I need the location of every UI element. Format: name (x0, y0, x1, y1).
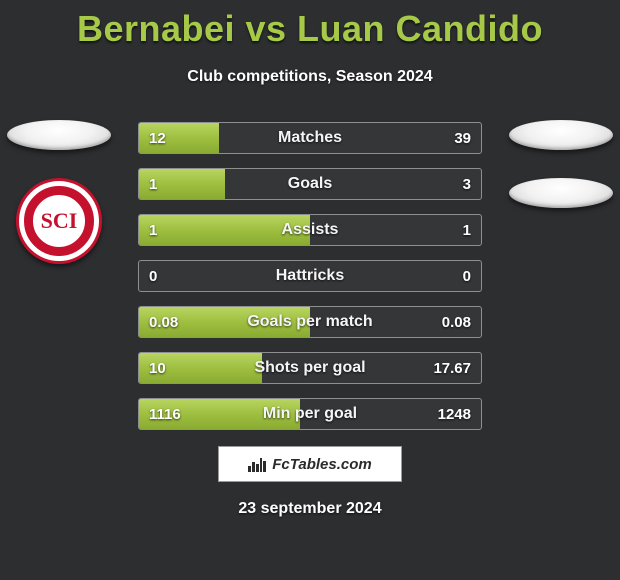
stat-row: 1116Min per goal1248 (138, 398, 482, 430)
club-badge-left: SCI (16, 178, 102, 264)
stat-row: 0.08Goals per match0.08 (138, 306, 482, 338)
stat-label: Shots per goal (139, 353, 481, 383)
player-oval-right-2 (509, 178, 613, 208)
stat-row: 1Assists1 (138, 214, 482, 246)
left-side-column: SCI (4, 120, 114, 264)
stat-label: Hattricks (139, 261, 481, 291)
bar-chart-icon (248, 456, 266, 472)
stat-label: Assists (139, 215, 481, 245)
stat-label: Matches (139, 123, 481, 153)
stat-right-value: 0 (463, 261, 471, 291)
stat-right-value: 0.08 (442, 307, 471, 337)
page-title: Bernabei vs Luan Candido (0, 0, 620, 50)
player-oval-right-1 (509, 120, 613, 150)
stat-right-value: 17.67 (433, 353, 471, 383)
stat-right-value: 39 (454, 123, 471, 153)
comparison-bars: 12Matches391Goals31Assists10Hattricks00.… (138, 122, 482, 430)
right-side-column (506, 120, 616, 208)
club-badge-text: SCI (24, 186, 94, 256)
player-oval-left (7, 120, 111, 150)
stat-right-value: 3 (463, 169, 471, 199)
stat-label: Goals (139, 169, 481, 199)
stat-label: Goals per match (139, 307, 481, 337)
page-subtitle: Club competitions, Season 2024 (0, 68, 620, 86)
date-text: 23 september 2024 (0, 500, 620, 518)
stat-row: 0Hattricks0 (138, 260, 482, 292)
brand-box: FcTables.com (218, 446, 402, 482)
stat-row: 1Goals3 (138, 168, 482, 200)
stat-right-value: 1248 (438, 399, 471, 429)
stat-row: 12Matches39 (138, 122, 482, 154)
stat-row: 10Shots per goal17.67 (138, 352, 482, 384)
stat-label: Min per goal (139, 399, 481, 429)
brand-text: FcTables.com (272, 456, 371, 473)
stat-right-value: 1 (463, 215, 471, 245)
